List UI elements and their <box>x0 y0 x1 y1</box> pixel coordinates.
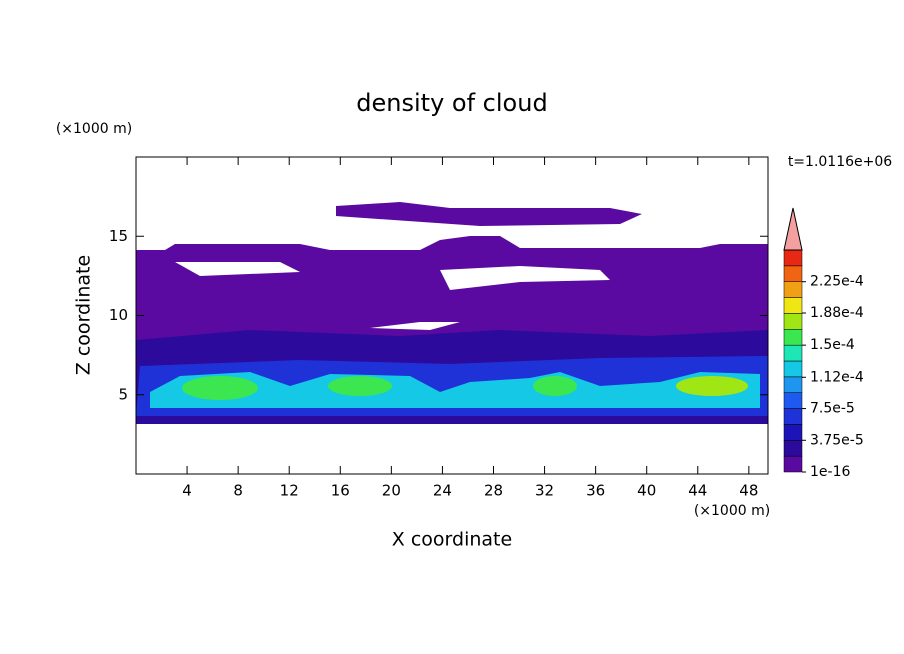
cloud-core <box>533 376 577 396</box>
colorbar-band <box>783 297 803 314</box>
cloud-core <box>182 376 258 400</box>
colorbar-band <box>783 455 803 473</box>
y-tick-label: 10 <box>109 306 128 324</box>
x-tick-label: 28 <box>484 482 503 500</box>
colorbar-label: 1.5e-4 <box>810 337 855 353</box>
colorbar-band <box>783 440 803 457</box>
x-tick-label: 32 <box>535 482 554 500</box>
x-tick-label: 4 <box>182 482 192 500</box>
chart-title: density of cloud <box>356 89 547 117</box>
x-tick-label: 12 <box>280 482 299 500</box>
clear-gap <box>370 322 460 330</box>
colorbar-label: 2.25e-4 <box>810 274 864 290</box>
colorbar-band <box>783 424 803 441</box>
colorbar-extend <box>783 207 803 251</box>
x-tick-label: 44 <box>688 482 707 500</box>
colorbar-band <box>783 344 803 362</box>
x-unit: (×1000 m) <box>694 503 770 519</box>
colorbar-band <box>783 281 803 298</box>
y-axis-label: Z coordinate <box>73 255 95 375</box>
cloud-layer <box>150 372 760 408</box>
clear-gap <box>175 262 300 276</box>
clear-gap <box>440 266 610 290</box>
colorbar-label: 1e-16 <box>810 464 850 480</box>
time-annotation: t=1.0116e+06 <box>788 154 892 170</box>
y-tick-label: 5 <box>118 385 128 403</box>
colorbar-band <box>783 392 803 409</box>
x-tick-label: 36 <box>586 482 605 500</box>
colorbar-band <box>783 376 803 393</box>
cloud-layer <box>336 202 642 226</box>
colorbar-band <box>783 360 803 378</box>
cloud-core <box>328 376 392 396</box>
x-tick-label: 48 <box>739 482 758 500</box>
colorbar-band <box>783 329 803 346</box>
x-tick-label: 8 <box>233 482 243 500</box>
colorbar-label: 7.5e-5 <box>810 401 855 417</box>
y-tick-label: 15 <box>109 227 128 245</box>
colorbar-band <box>783 313 803 330</box>
colorbar-band <box>783 249 803 267</box>
cloud-core <box>676 376 748 396</box>
colorbar-label: 3.75e-5 <box>810 432 864 448</box>
x-tick-label: 16 <box>331 482 350 500</box>
colorbar-label: 1.88e-4 <box>810 305 864 321</box>
x-tick-label: 24 <box>433 482 452 500</box>
x-tick-label: 40 <box>637 482 656 500</box>
colorbar-band <box>783 265 803 282</box>
x-tick-label: 20 <box>382 482 401 500</box>
x-axis-label: X coordinate <box>392 529 512 551</box>
colorbar-band <box>783 408 803 425</box>
y-unit: (×1000 m) <box>56 121 132 137</box>
contour-field <box>136 202 768 424</box>
colorbar-label: 1.12e-4 <box>810 369 864 385</box>
